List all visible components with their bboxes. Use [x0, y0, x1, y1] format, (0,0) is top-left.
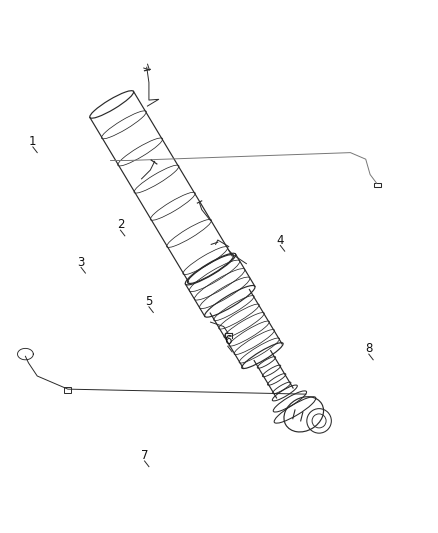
Text: 4: 4	[276, 233, 284, 247]
Text: 5: 5	[145, 295, 152, 308]
Text: 8: 8	[365, 342, 372, 356]
Text: 7: 7	[141, 449, 148, 462]
Text: 2: 2	[117, 219, 124, 231]
Text: 3: 3	[78, 256, 85, 269]
Text: 6: 6	[224, 335, 232, 348]
Text: 1: 1	[29, 135, 37, 148]
